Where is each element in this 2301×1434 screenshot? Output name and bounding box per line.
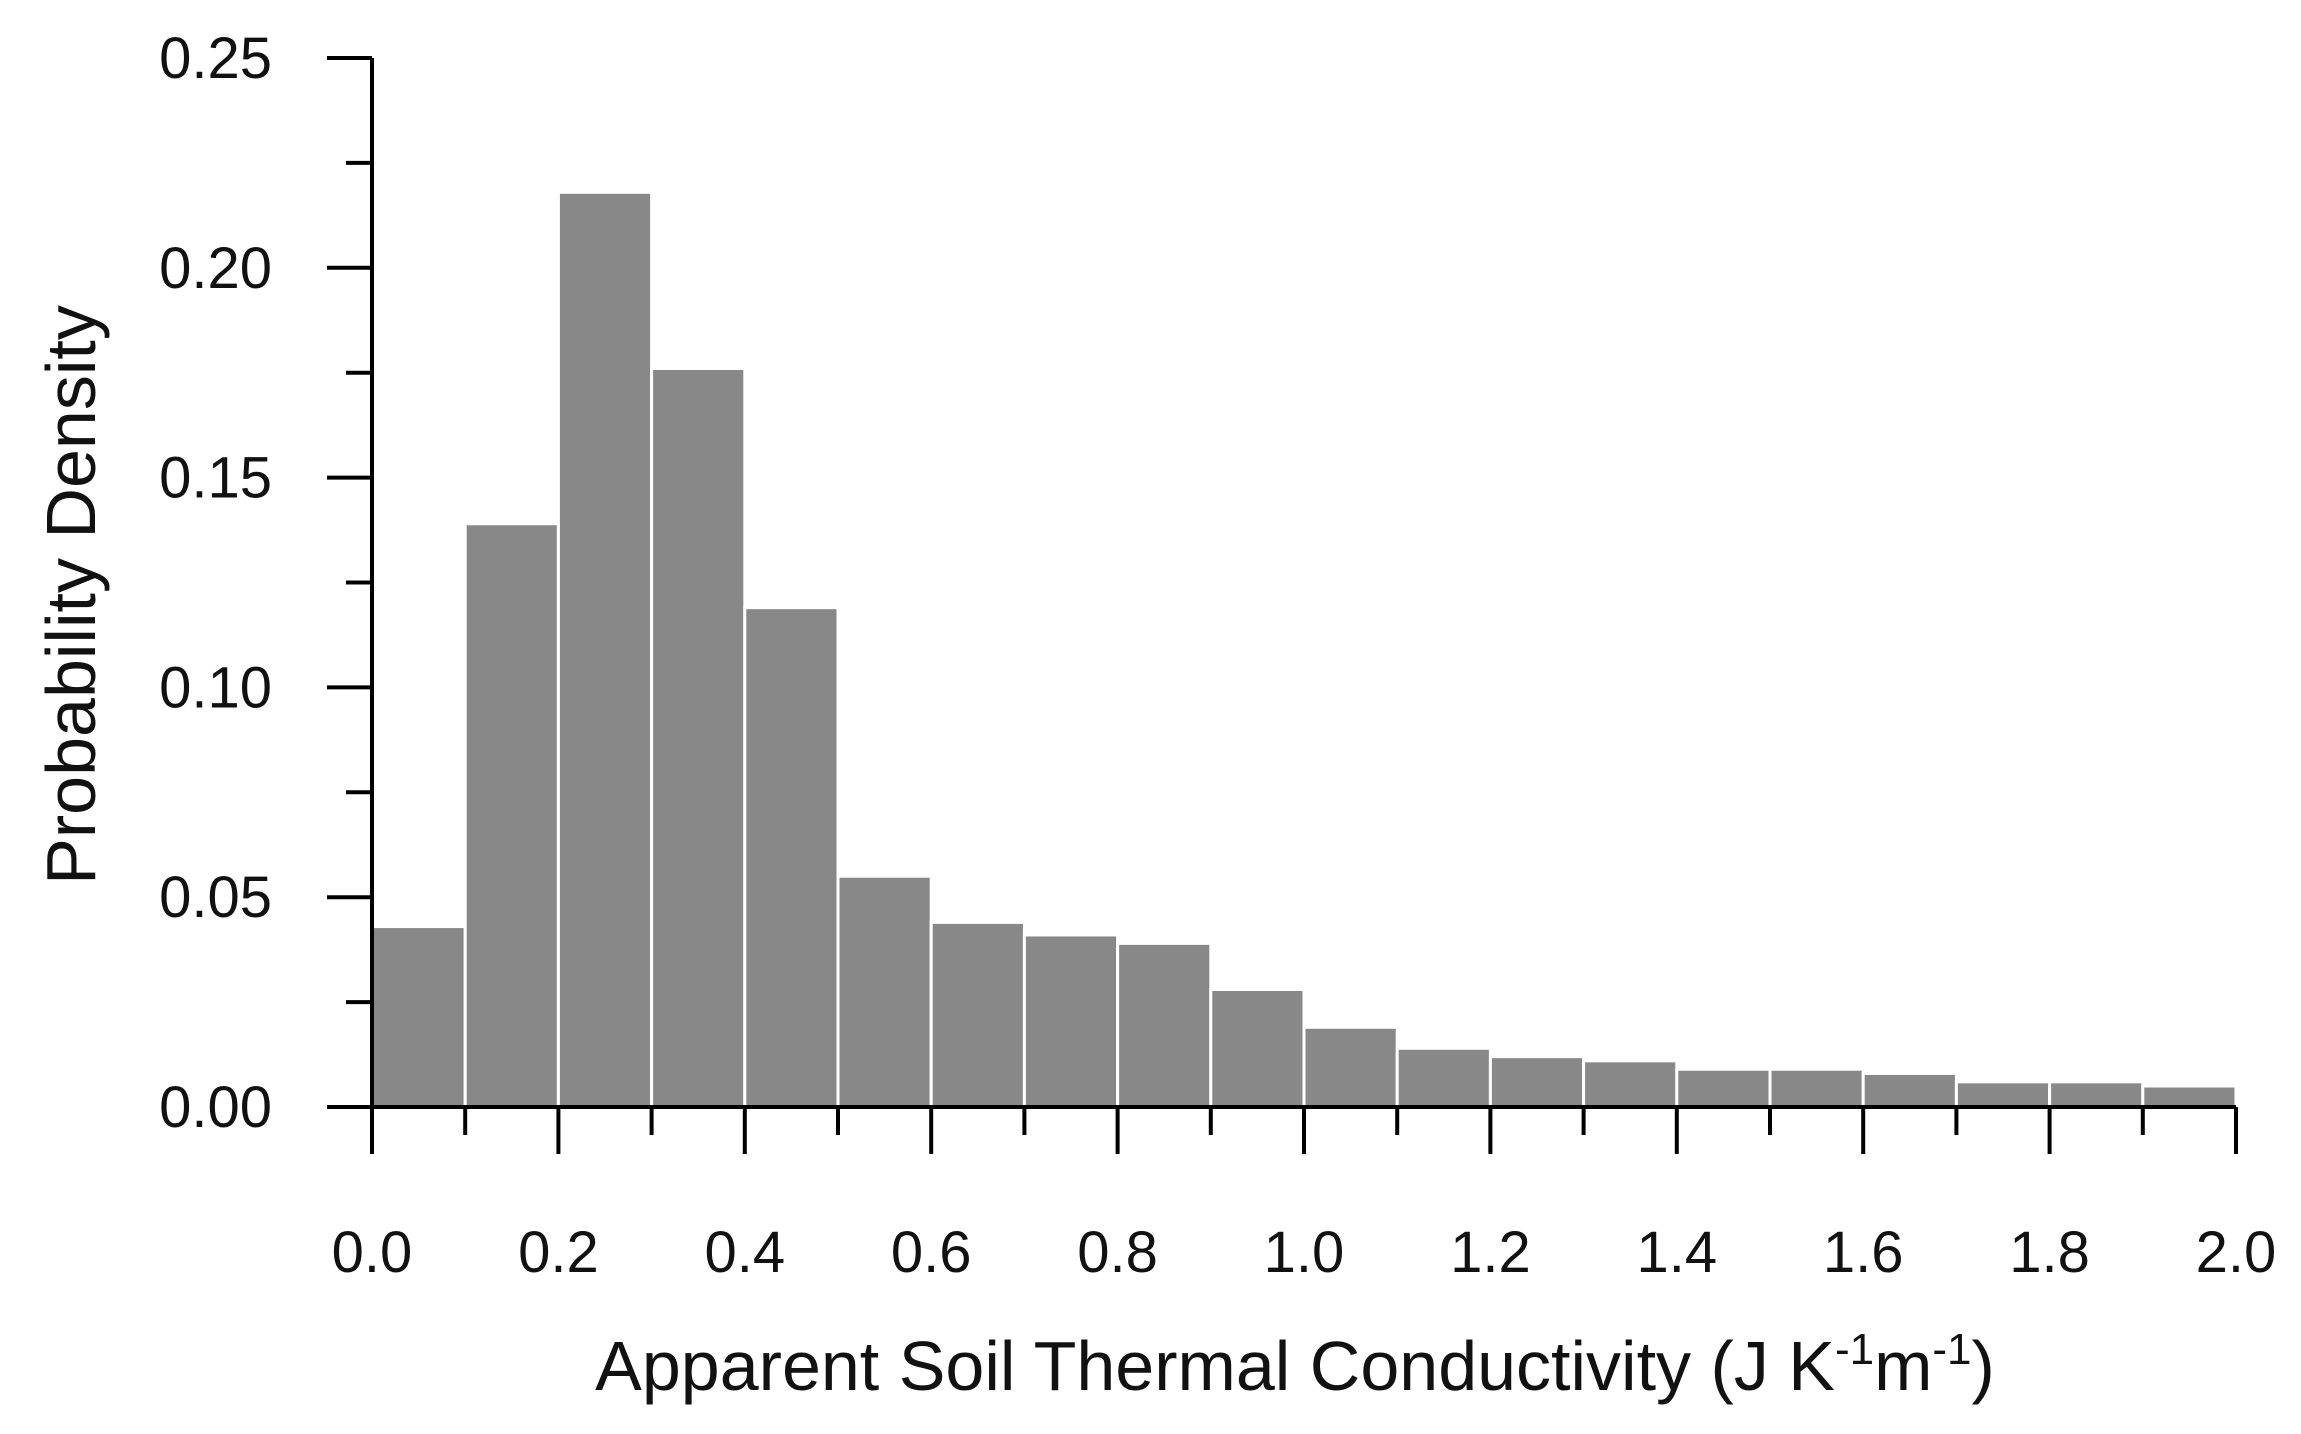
histogram-bar	[743, 606, 840, 1109]
x-tick-label: 1.4	[1636, 1220, 1717, 1285]
histogram-bar	[1395, 1046, 1492, 1109]
histogram-bar	[929, 920, 1026, 1109]
y-axis-ticks: 0.00 0.05 0.10 0.15 0.20 0.25	[159, 26, 372, 1140]
x-tick-label: 2.0	[2196, 1220, 2277, 1285]
x-tick-label: 0.6	[891, 1220, 972, 1285]
x-axis-title-mid: m	[1874, 1327, 1932, 1405]
histogram-bar	[836, 874, 933, 1109]
histogram-bar	[2048, 1080, 2145, 1109]
y-axis-title: Probability Density	[32, 305, 110, 885]
x-tick-label: 1.8	[2009, 1220, 2090, 1285]
histogram-bar	[1116, 941, 1213, 1109]
bars-group	[370, 190, 2238, 1109]
y-tick-label: 0.15	[159, 446, 272, 511]
x-axis-title-main: Apparent Soil Thermal Conductivity (J K	[595, 1327, 1835, 1405]
x-tick-label: 0.8	[1077, 1220, 1158, 1285]
histogram-bar	[556, 190, 654, 1109]
y-tick-label: 0.05	[159, 865, 272, 930]
x-axis-title-end: )	[1972, 1327, 1995, 1405]
histogram-bar	[1675, 1067, 1772, 1109]
x-axis-title-sup1: -1	[1835, 1325, 1874, 1374]
histogram-bar	[1488, 1055, 1586, 1109]
histogram-bar	[1582, 1059, 1679, 1109]
x-axis-title: Apparent Soil Thermal Conductivity (J K-…	[595, 1325, 1995, 1405]
x-tick-label: 1.2	[1450, 1220, 1531, 1285]
x-tick-label: 0.4	[704, 1220, 785, 1285]
histogram-bar	[370, 925, 467, 1109]
histogram-bar	[1768, 1067, 1865, 1109]
x-tick-label: 1.0	[1264, 1220, 1345, 1285]
y-tick-label: 0.00	[159, 1075, 272, 1140]
y-tick-label: 0.10	[159, 655, 272, 720]
y-tick-label: 0.20	[159, 236, 272, 301]
histogram-bar	[1209, 988, 1306, 1109]
y-tick-label: 0.25	[159, 26, 272, 91]
histogram-bar	[1302, 1025, 1399, 1109]
histogram-bar	[463, 522, 560, 1109]
x-tick-label: 0.2	[518, 1220, 599, 1285]
histogram-bar	[650, 367, 747, 1109]
x-axis-title-sup2: -1	[1932, 1325, 1971, 1374]
histogram-bar	[1954, 1080, 2052, 1109]
histogram-bar	[2141, 1084, 2238, 1109]
x-tick-label: 1.6	[1823, 1220, 1904, 1285]
x-axis-ticks: 0.0 0.2 0.4 0.6 0.8 1.0 1.2 1.4 1.6 1.8 2.0	[332, 1107, 2277, 1285]
histogram-bar	[1861, 1071, 1958, 1109]
x-tick-label: 0.0	[332, 1220, 413, 1285]
histogram-bar	[1022, 933, 1120, 1109]
